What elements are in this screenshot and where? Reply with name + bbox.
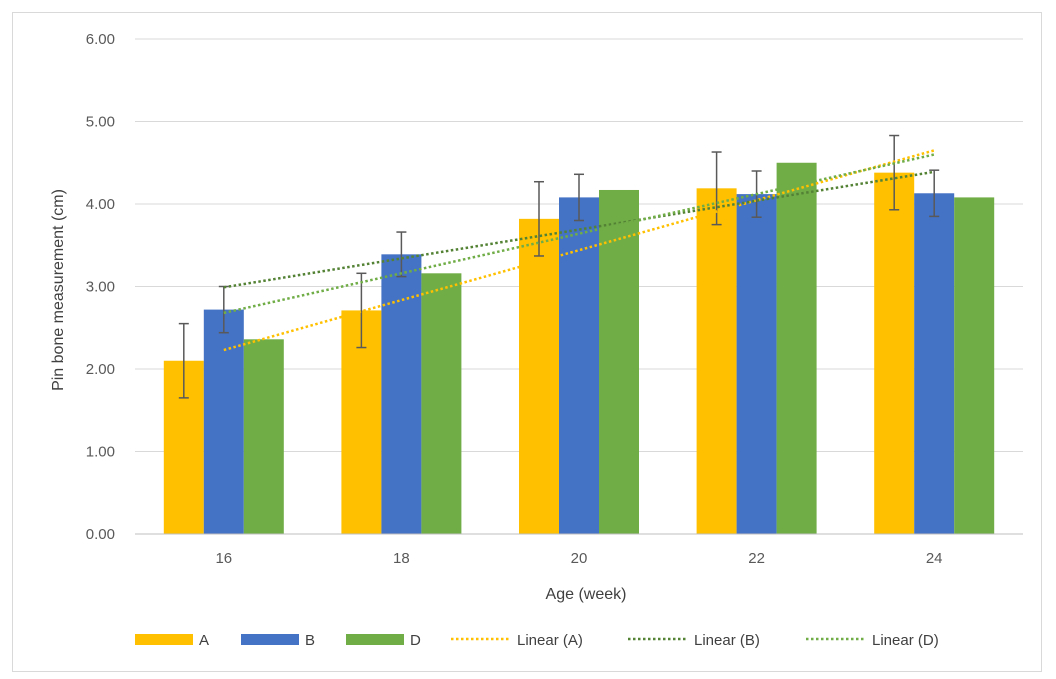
bar-D-16: [243, 339, 284, 534]
y-tick-label: 1.00: [86, 444, 115, 461]
y-tick-label: 2.00: [86, 361, 115, 378]
y-tick-label: 6.00: [86, 31, 115, 48]
x-tick-label: 22: [748, 550, 765, 567]
bar-D-22: [776, 162, 817, 534]
trendlines: [223, 149, 935, 352]
chart-frame: 0.00 1.00 2.00 3.00 4.00 5.00 6.00 16 18 20 22 24 P…: [12, 12, 1042, 672]
legend-label-trend: Linear (B): [694, 632, 760, 649]
legend-label-B: B: [305, 632, 315, 649]
x-tick-label: 20: [571, 550, 588, 567]
x-tick-label: 24: [926, 550, 943, 567]
bar-A-22: [696, 188, 737, 534]
bar-A-24: [874, 172, 915, 534]
x-tick-label: 16: [215, 550, 232, 567]
bar-B-16: [203, 309, 244, 534]
legend: A B D Linear (A) Linear (B) Linear (D): [135, 632, 939, 649]
axes: 0.00 1.00 2.00 3.00 4.00 5.00 6.00 16 18 20 22 24: [86, 31, 1023, 567]
bar-B-24: [914, 193, 955, 534]
y-tick-label: 4.00: [86, 196, 115, 213]
trendline-lineard: [223, 153, 935, 315]
bar-D-20: [599, 189, 639, 534]
bar-D-24: [954, 197, 995, 534]
legend-label-trend: Linear (D): [872, 632, 939, 649]
bar-B-20: [559, 197, 599, 534]
bar-A-20: [519, 218, 559, 534]
legend-label-trend: Linear (A): [517, 632, 583, 649]
legend-swatch-B: [241, 634, 299, 645]
bars: [163, 162, 995, 534]
y-tick-label: 0.00: [86, 526, 115, 543]
legend-label-A: A: [199, 632, 209, 649]
bar-D-18: [421, 273, 462, 534]
bar-B-22: [736, 194, 777, 534]
y-tick-label: 5.00: [86, 114, 115, 131]
bar-B-18: [381, 254, 422, 534]
y-axis-title: Pin bone measurement (cm): [50, 189, 67, 391]
bar-chart: 0.00 1.00 2.00 3.00 4.00 5.00 6.00 16 18 20 22 24 P…: [50, 31, 1023, 649]
x-tick-label: 18: [393, 550, 410, 567]
legend-label-D: D: [410, 632, 421, 649]
x-axis-title: Age (week): [546, 586, 627, 603]
legend-swatch-A: [135, 634, 193, 645]
y-tick-label: 3.00: [86, 279, 115, 296]
legend-swatch-D: [346, 634, 404, 645]
